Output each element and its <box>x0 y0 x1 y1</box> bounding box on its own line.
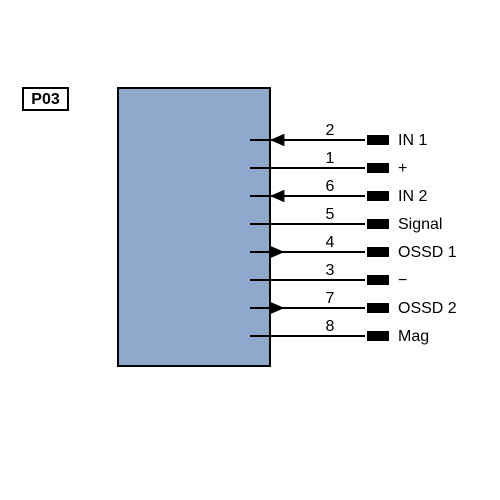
pin-row: 2 IN 1 <box>250 122 427 149</box>
arrow-in-icon <box>270 134 284 147</box>
pin-number: 2 <box>326 122 335 139</box>
config-badge: P03 <box>23 88 68 110</box>
pin-row: 3− <box>250 262 407 289</box>
terminal-icon <box>367 275 389 285</box>
pin-number: 6 <box>326 178 335 195</box>
pin-label: − <box>398 272 407 289</box>
pin-label: IN 2 <box>398 188 427 205</box>
pinout-diagram: P03 2IN 11+6IN 25Signal4OSSD 13−7OSSD 28… <box>0 0 500 500</box>
pin-rows: 2IN 11+6IN 25Signal4OSSD 13−7OSSD 28Mag <box>250 122 457 345</box>
terminal-icon <box>367 163 389 173</box>
pin-label: IN 1 <box>398 132 427 149</box>
terminal-icon <box>367 331 389 341</box>
terminal-icon <box>367 191 389 201</box>
pin-row: 6 IN 2 <box>250 178 427 205</box>
pin-number: 4 <box>326 234 335 251</box>
pin-label: Mag <box>398 328 429 345</box>
terminal-icon <box>367 135 389 145</box>
pin-label: Signal <box>398 216 442 233</box>
terminal-icon <box>367 303 389 313</box>
arrow-in-icon <box>270 190 284 203</box>
pin-row: 7 OSSD 2 <box>250 290 457 317</box>
pin-row: 1+ <box>250 150 407 177</box>
pin-label: OSSD 1 <box>398 244 457 261</box>
pin-number: 5 <box>326 206 335 223</box>
pin-label: + <box>398 160 407 177</box>
pin-row: 5 Signal <box>250 206 442 233</box>
pin-label: OSSD 2 <box>398 300 457 317</box>
pin-number: 8 <box>326 318 335 335</box>
config-badge-label: P03 <box>31 91 60 108</box>
pin-row: 8 Mag <box>250 318 429 345</box>
pin-row: 4 OSSD 1 <box>250 234 457 261</box>
pin-number: 3 <box>326 262 335 279</box>
arrow-out-icon <box>270 302 284 315</box>
device-block <box>118 88 270 366</box>
pin-number: 1 <box>326 150 335 167</box>
terminal-icon <box>367 247 389 257</box>
pin-number: 7 <box>326 290 335 307</box>
terminal-icon <box>367 219 389 229</box>
arrow-out-icon <box>270 246 284 259</box>
